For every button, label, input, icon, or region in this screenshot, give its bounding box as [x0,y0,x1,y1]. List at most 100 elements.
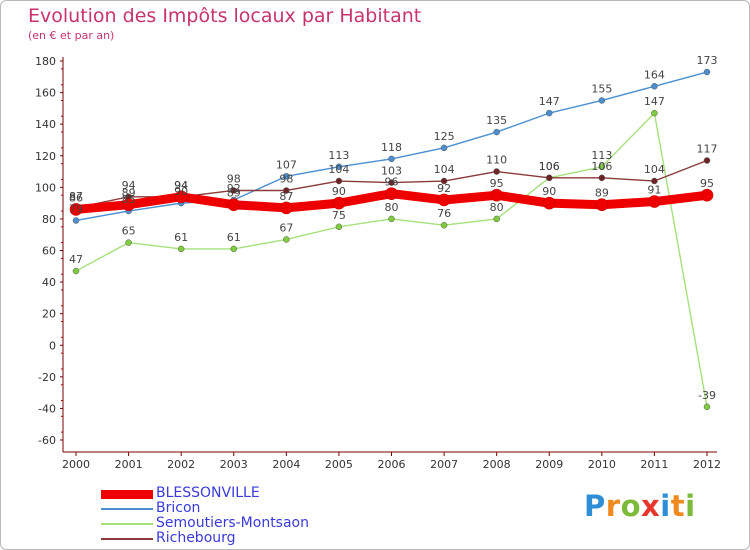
data-label: 110 [486,154,507,167]
x-tick-label: 2009 [535,458,563,471]
data-point [69,203,83,216]
data-label: 85 [122,193,136,206]
data-point [388,179,395,186]
data-point [388,155,395,163]
logo-letter: i [685,489,696,523]
data-label: 79 [69,202,83,215]
data-label: 90 [542,185,556,198]
data-label: 104 [644,163,665,176]
data-label: 90 [174,185,188,198]
y-tick-label: 80 [42,213,56,226]
data-point [648,195,661,208]
data-point [493,168,500,175]
x-tick-label: 2010 [588,458,616,471]
data-label: 103 [381,165,402,178]
y-tick-label: -40 [38,402,56,415]
chart-title: Evolution des Impôts locaux par Habitant [28,5,422,27]
data-point [651,177,658,185]
data-point [388,215,395,223]
logo-letter: o [620,489,642,523]
y-tick-label: 100 [35,181,56,194]
data-label: 113 [328,149,349,162]
x-tick-label: 2006 [378,458,406,471]
data-label: 118 [381,141,402,154]
data-point [546,174,553,182]
data-point [700,188,714,202]
data-point [280,201,293,215]
data-label: 104 [328,163,349,176]
legend-swatch-richebourg [101,538,153,540]
data-point [598,97,606,104]
x-tick-label: 2004 [272,458,300,471]
data-point [335,163,343,171]
data-label: 94 [122,179,136,192]
data-label: 95 [490,177,504,190]
data-point [493,215,500,223]
data-point [440,177,448,185]
data-label: 173 [697,54,718,67]
data-point [230,187,237,194]
data-point [335,177,343,185]
data-point [598,174,606,182]
data-label: 89 [227,187,241,200]
legend-label-semoutiers-montsaon: Semoutiers-Montsaon [156,515,309,531]
y-tick-label: 180 [35,55,56,68]
logo-letter: t [670,489,686,523]
data-point [72,267,80,275]
data-point [72,217,80,224]
data-point [651,109,658,117]
data-point [546,109,553,117]
y-tick-label: 160 [35,87,56,100]
data-label: 107 [276,158,297,171]
data-point [283,236,290,243]
data-point [332,196,346,210]
data-label: 164 [644,68,665,81]
data-point [125,239,132,246]
y-tick-label: 40 [42,276,56,289]
data-label: 117 [697,142,718,155]
y-tick-label: -60 [38,434,56,447]
data-label: 92 [437,182,451,195]
data-label: -39 [698,389,716,402]
logo-letter: i [660,489,671,523]
data-label: 125 [434,130,455,143]
data-label: 155 [591,82,612,95]
data-label: 147 [644,95,665,108]
data-label: 96 [385,176,399,189]
logo-letter: r [605,489,621,523]
data-point [703,403,711,411]
data-label: 65 [122,225,136,238]
y-tick-label: 120 [35,150,56,163]
data-point [651,83,658,90]
data-point [283,173,290,180]
y-tick-label: 20 [42,308,56,321]
data-label: 90 [332,185,346,198]
data-label: 61 [227,231,241,244]
y-tick-label: -20 [38,371,56,384]
data-label: 80 [490,201,504,214]
data-point [122,198,135,212]
logo-letter: x [641,489,661,523]
y-tick-label: 60 [42,245,56,258]
data-label: 106 [591,160,612,173]
data-label: 75 [332,209,346,222]
x-tick-label: 2001 [115,458,143,471]
data-point [385,187,398,200]
data-label: 98 [227,172,241,185]
data-label: 94 [174,179,188,192]
data-label: 86 [69,191,83,204]
data-label: 61 [174,231,188,244]
x-tick-label: 2005 [325,458,353,471]
data-label: 98 [279,172,293,185]
data-point [177,245,185,253]
data-point [542,196,556,210]
data-label: 47 [69,253,83,266]
x-tick-label: 2012 [693,458,721,471]
data-label: 91 [647,184,661,197]
data-label: 106 [539,160,560,173]
legend-label-blessonville: BLESSONVILLE [156,485,260,501]
data-label: 104 [434,163,455,176]
legend-swatch-blessonville [101,490,153,499]
data-label: 94 [174,179,188,192]
